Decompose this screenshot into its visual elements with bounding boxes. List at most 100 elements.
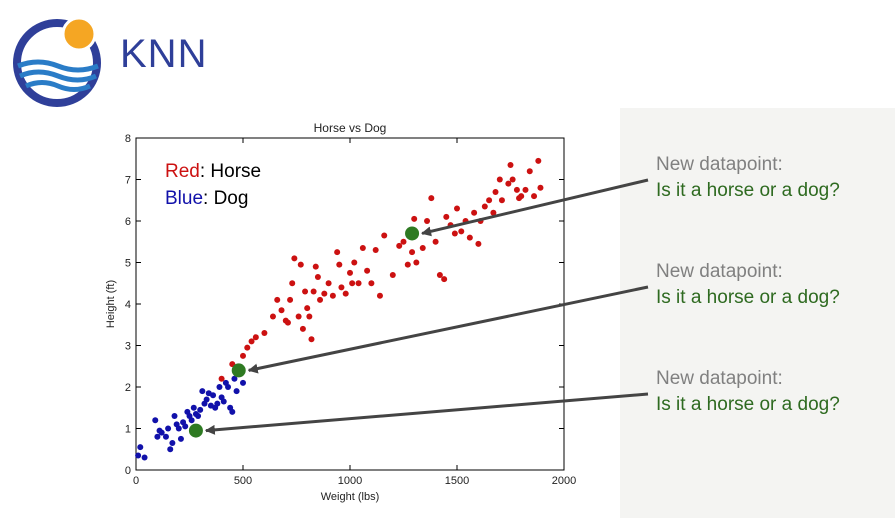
horse-point [368,280,375,287]
sun-over-waves-logo [13,16,101,107]
horse-point [498,197,505,204]
y-tick-label: 7 [125,175,131,187]
legend-entry-horse: Red: Horse [165,161,261,182]
dog-point [158,429,165,436]
horse-point [454,205,460,212]
horse-point [304,305,311,312]
horse-point [299,325,306,332]
horse-point [531,193,538,200]
horse-point [338,284,345,291]
horse-point [458,228,465,235]
horse-point [389,271,396,278]
horse-point [252,334,259,341]
dog-point [190,404,197,411]
callout-arrows [204,178,649,435]
horse-point [278,307,285,314]
horse-point [411,215,418,222]
horse-point [302,288,309,295]
dog-point [152,417,159,424]
logo [13,16,101,107]
dog-point [154,433,161,440]
horse-point [518,193,525,200]
horse-point [471,209,478,216]
y-tick-label: 4 [125,299,131,311]
dog-point [233,388,240,395]
horse-point [334,249,341,256]
horse-point [424,218,431,224]
x-tick-label: 1000 [338,475,362,487]
dog-point [210,392,217,399]
axis-ticks: 0 500 1000 1500 2000 0 1 2 3 4 5 6 7 8 [125,133,576,487]
horse-point [291,255,298,262]
callout-1: New datapoint: Is it a horse or a dog? [656,152,840,204]
horse-point [308,336,315,343]
callout-line1: New datapoint: [656,261,783,282]
dog-point [165,425,172,432]
dog-point [240,379,246,386]
horse-point [481,203,488,210]
horse-point [329,292,336,299]
data-points [135,157,544,461]
horse-point [274,296,281,303]
horse-point [287,296,294,303]
dog-point [162,433,169,440]
horse-point [248,338,255,345]
callout-line1: New datapoint: [656,368,783,389]
dog-point [177,435,184,442]
callout-arrow [247,285,649,374]
callout-arrow [421,178,649,237]
legend-entry-dog: Blue: Dog [165,188,248,209]
callout-arrow [204,392,649,435]
horse-point [443,213,450,220]
new-datapoint [188,423,203,438]
chart-title: Horse vs Dog [314,121,387,135]
horse-point [269,313,276,320]
horse-point [349,280,356,287]
y-tick-label: 1 [125,424,131,436]
horse-point [526,168,533,175]
horse-point [404,261,411,268]
y-tick-label: 3 [125,341,131,353]
legend-label: : Dog [203,188,248,209]
y-tick-label: 0 [125,465,131,477]
horse-point [336,261,343,268]
dog-point [214,400,221,407]
horse-point [347,269,353,276]
dog-point [216,384,223,390]
dog-point [195,413,202,420]
legend-label: : Horse [200,161,261,182]
horse-point [522,186,529,193]
horse-point [419,244,426,251]
horse-point [355,280,362,287]
horse-point [436,271,443,278]
dog-point [231,375,238,382]
horse-point [306,313,313,320]
horse-point [261,330,268,337]
dog-point [141,454,148,461]
x-axis-label: Weight (lbs) [321,491,379,503]
callout-2: New datapoint: Is it a horse or a dog? [656,259,840,311]
y-axis-label: Height (ft) [105,280,117,328]
horse-point [490,209,497,216]
horse-point [475,240,482,247]
horse-point [359,244,366,251]
horse-point [535,157,542,164]
horse-point [451,230,458,237]
dog-point [137,444,144,451]
horse-point [505,180,512,187]
horse-point [218,375,225,382]
horse-point [509,176,516,183]
horse-point [496,176,503,183]
y-tick-label: 6 [125,216,131,228]
horse-point [372,247,379,254]
horse-point [466,234,473,241]
horse-point [364,267,371,274]
horse-point [310,288,317,295]
legend-color-word: Red [165,161,200,182]
horse-point [297,261,304,268]
horse-point [376,292,383,299]
dog-point [203,396,210,403]
horse-point [432,238,439,245]
dog-point [197,406,204,413]
